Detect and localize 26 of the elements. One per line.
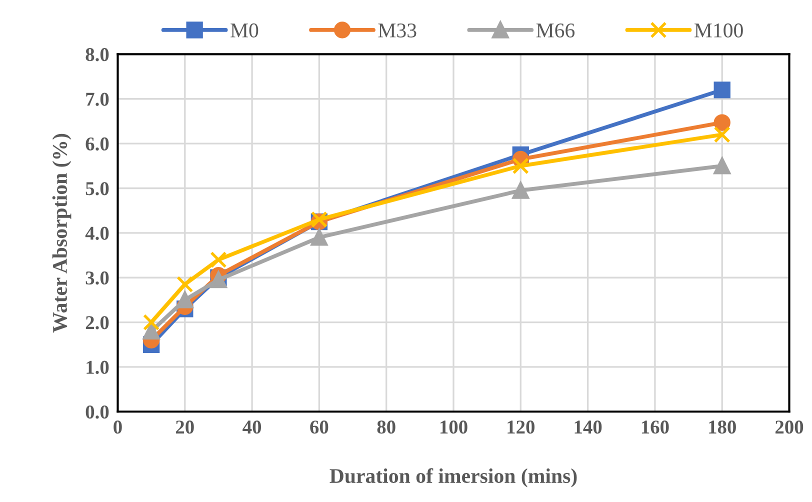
x-tick-label: 20 [176,420,194,434]
x-tick-label: 120 [508,420,534,434]
y-tick-label: 1.0 [86,360,109,374]
x-tick-label: 200 [776,420,804,434]
x-tick-label: 80 [377,420,396,434]
x-tick-label: 0 [114,420,122,434]
x-axis-title: Duration of imersion (mins) [330,468,577,488]
y-axis-title: Water Absorption (%) [52,134,72,333]
y-tick-label: 4.0 [85,226,109,240]
y-tick-label: 7.0 [86,92,109,106]
y-tick-label: 3.0 [86,271,109,285]
legend-label: M100 [694,23,743,38]
legend-label: M33 [378,23,416,38]
y-tick-label: 6.0 [86,137,109,151]
legend-label: M0 [230,23,258,38]
x-tick-label: 60 [310,420,328,434]
y-tick-label: 8.0 [86,48,109,62]
y-tick-label: 0.0 [86,405,109,419]
x-tick-label: 40 [242,420,262,434]
x-tick-label: 180 [709,420,736,434]
x-tick-label: 160 [642,420,669,434]
x-tick-label: 140 [574,420,602,434]
x-tick-label: 100 [440,420,468,434]
y-tick-label: 2.0 [86,316,109,330]
legend-label: M66 [536,23,575,38]
y-tick-label: 5.0 [86,182,109,196]
